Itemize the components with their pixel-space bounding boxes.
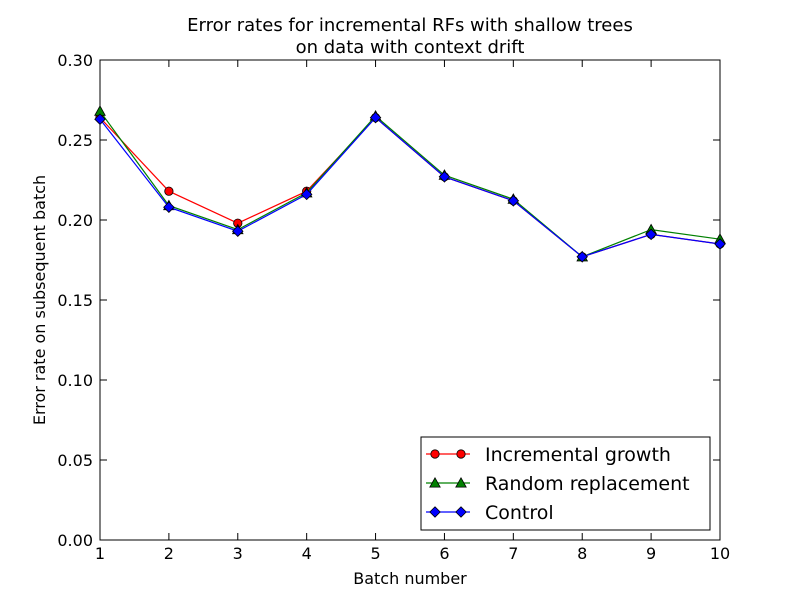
y-tick-label: 0.10 [57, 371, 93, 390]
x-tick-label: 3 [233, 544, 243, 563]
x-axis-label: Batch number [353, 569, 467, 588]
data-point [369, 111, 382, 124]
data-point [714, 238, 726, 250]
legend-marker [455, 476, 467, 488]
data-point [94, 113, 106, 125]
x-tick-label: 8 [577, 544, 587, 563]
series-layer [94, 105, 726, 263]
x-tick-label: 10 [710, 544, 730, 563]
data-point [576, 251, 588, 263]
legend-label: Control [485, 502, 554, 524]
x-tick-label: 7 [508, 544, 518, 563]
x-axis-ticks: 1 2 3 4 5 6 7 8 9 10 [95, 60, 730, 563]
data-point [507, 195, 520, 207]
legend-label: Random replacement [485, 473, 690, 495]
x-tick-label: 4 [302, 544, 312, 563]
chart-title: Error rates for incremental RFs with sha… [187, 15, 633, 58]
legend-item: Random replacement [426, 473, 690, 495]
x-tick-label: 1 [95, 544, 105, 563]
y-tick-label: 0.05 [57, 451, 93, 470]
data-point [163, 201, 175, 213]
x-tick-label: 2 [164, 544, 174, 563]
x-tick-label: 9 [646, 544, 656, 563]
data-point [164, 186, 174, 196]
data-point [300, 188, 313, 201]
chart-title-line-2: on data with context drift [296, 37, 525, 58]
y-axis-label: Error rate on subsequent batch [30, 175, 49, 425]
legend-item: Control [426, 502, 554, 524]
y-tick-label: 0.30 [57, 51, 93, 70]
legend-label: Incremental growth [485, 444, 671, 466]
x-tick-label: 5 [370, 544, 380, 563]
series-line [99, 110, 721, 258]
x-tick-label: 6 [439, 544, 449, 563]
data-point [438, 171, 451, 183]
data-point [645, 228, 657, 241]
series-3 [94, 111, 726, 263]
legend-item: Incremental growth [426, 444, 671, 466]
legend-marker [429, 476, 441, 488]
data-point [232, 225, 244, 237]
legend-marker [455, 506, 467, 518]
legend-marker [429, 506, 441, 518]
legend-marker [430, 449, 440, 459]
legend-items: Incremental growth Random replacement Cont… [426, 444, 690, 524]
y-tick-label: 0.20 [57, 211, 93, 230]
legend: Incremental growth Random replacement Cont… [420, 436, 711, 531]
y-tick-label: 0.15 [57, 291, 93, 310]
chart-title-line-1: Error rates for incremental RFs with sha… [187, 15, 633, 36]
series-line [99, 116, 721, 258]
y-axis-ticks: 0.00 0.05 0.10 0.15 0.20 0.25 0.30 [57, 51, 720, 550]
y-tick-label: 0.25 [57, 131, 93, 150]
y-tick-label: 0.00 [57, 531, 93, 550]
legend-marker [456, 449, 466, 459]
